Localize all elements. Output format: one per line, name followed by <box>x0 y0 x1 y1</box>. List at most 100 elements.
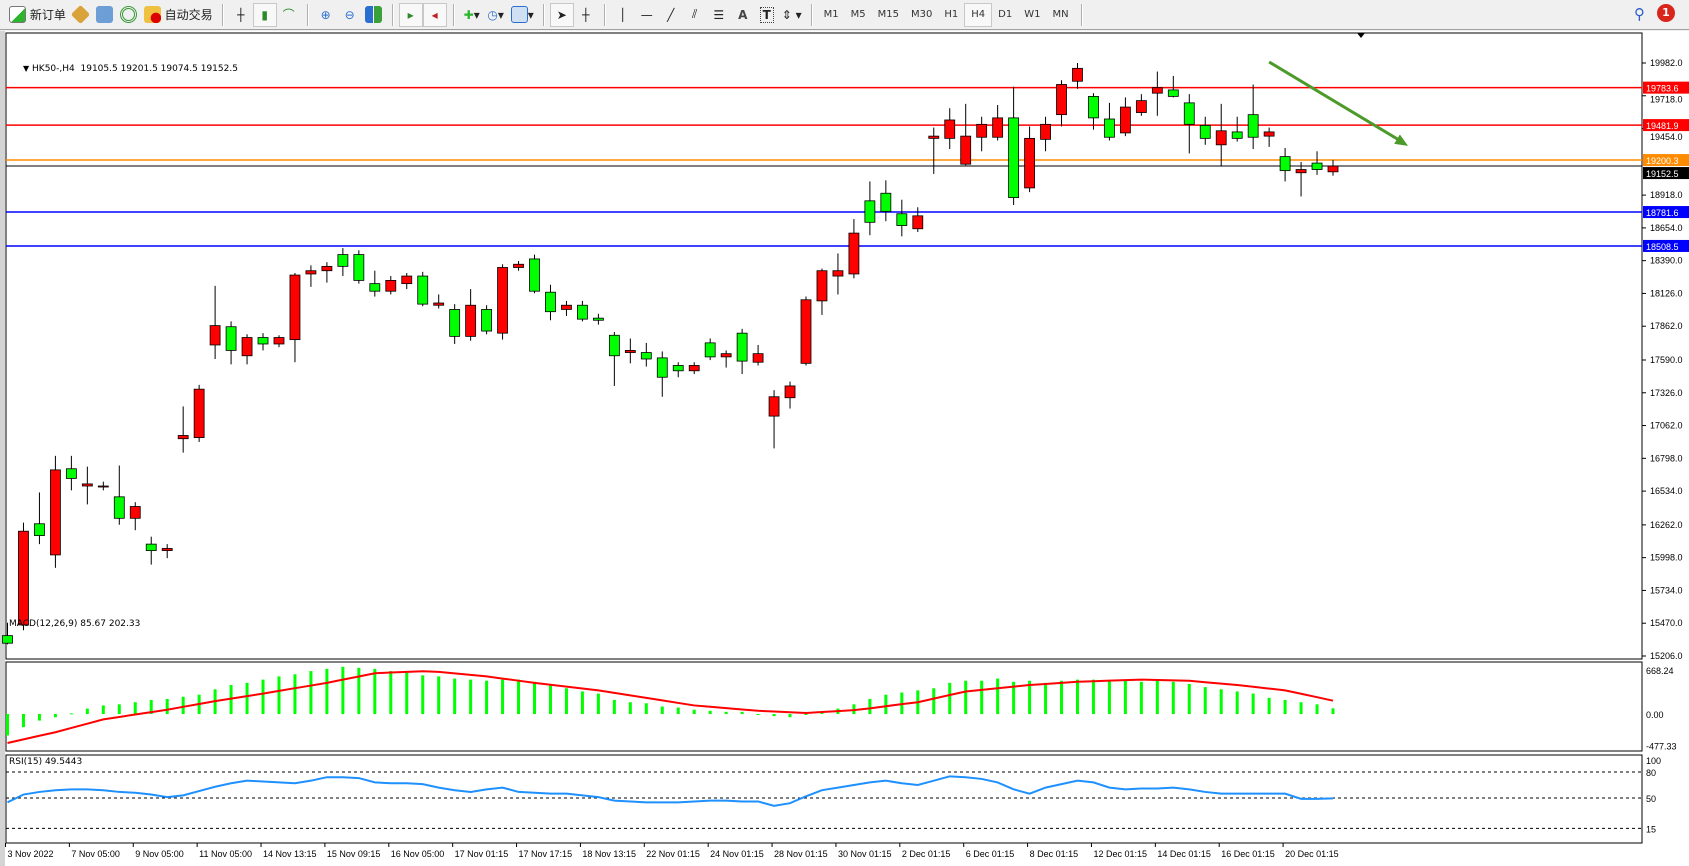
macd-histogram-bar <box>804 714 808 715</box>
time-label: 8 Dec 01:15 <box>1030 849 1079 859</box>
macd-histogram-bar <box>1028 680 1032 714</box>
candle-down <box>481 309 493 332</box>
macd-histogram-bar <box>6 714 9 736</box>
macd-histogram-bar <box>261 679 265 714</box>
price-line-tag <box>1643 119 1689 132</box>
horizontal-line-button[interactable]: — <box>635 3 659 27</box>
notifications-icon[interactable]: 1 <box>1657 4 1675 22</box>
text-label-icon: T <box>759 6 774 23</box>
time-label: 2 Dec 01:15 <box>902 849 951 859</box>
new-chart-button[interactable]: ✚ ▾ <box>463 7 480 22</box>
auto-trading-icon <box>143 6 161 23</box>
macd-histogram-bar <box>453 678 457 714</box>
timeframe-h4[interactable]: H4 <box>964 2 993 27</box>
text-button[interactable]: A <box>731 3 755 27</box>
candle-up <box>385 280 397 292</box>
current-price-tag <box>1643 167 1689 180</box>
new-order-icon <box>9 6 26 23</box>
macd-histogram-bar <box>181 696 185 714</box>
price-tick-label: 15734.0 <box>1650 585 1683 595</box>
macd-histogram-bar <box>1283 700 1287 714</box>
tile-windows-icon <box>365 6 383 23</box>
timeframe-m5[interactable]: M5 <box>850 9 866 20</box>
periods-button[interactable]: ◷ ▾ <box>487 7 504 22</box>
auto-trading-button[interactable]: 自动交易 <box>141 3 216 27</box>
candle-down <box>592 317 604 321</box>
candle-down <box>640 352 652 360</box>
vertical-line-button[interactable]: │ <box>611 3 635 27</box>
price-tick-label: 15470.0 <box>1650 618 1683 628</box>
navigator-button[interactable] <box>117 3 141 27</box>
rsi-label: RSI(15) 49.5443 <box>9 757 83 767</box>
price-tick-label: 18390.0 <box>1650 256 1683 266</box>
equidistant-channel-button[interactable]: ⫽ <box>683 3 707 27</box>
data-window-button[interactable] <box>93 3 117 27</box>
candle-down <box>353 254 365 281</box>
candle-up <box>784 385 796 399</box>
time-label: 17 Nov 17:15 <box>519 849 573 859</box>
candle-up <box>1120 106 1131 134</box>
arrows-button[interactable]: ⇕ ▾ <box>779 3 805 27</box>
tile-windows-button[interactable] <box>362 3 386 27</box>
macd-histogram-bar <box>740 711 744 714</box>
templates-icon <box>510 6 528 23</box>
time-label: 9 Nov 05:00 <box>135 849 184 859</box>
timeframe-w1[interactable]: W1 <box>1024 9 1041 20</box>
macd-histogram-bar <box>1123 680 1127 714</box>
search-icon[interactable]: ⚲ <box>1634 5 1645 23</box>
candle-down <box>608 334 620 357</box>
timeframe-mn[interactable]: MN <box>1052 9 1069 20</box>
templates-button[interactable]: ▾ <box>508 3 537 27</box>
timeframe-m15[interactable]: M15 <box>877 9 899 20</box>
candle-up <box>177 435 189 440</box>
timeframe-d1[interactable]: D1 <box>998 9 1013 20</box>
candle-up <box>129 506 141 519</box>
cursor-button[interactable]: ➤ <box>549 2 574 27</box>
chart-shift-button[interactable]: ◂ <box>422 2 447 27</box>
line-chart-button[interactable]: ⌒ <box>277 3 301 27</box>
macd-histogram-bar <box>884 694 888 714</box>
candle-up <box>433 302 445 306</box>
timeframe-h1[interactable]: H1 <box>944 9 959 20</box>
text-label-button[interactable]: T <box>755 3 779 27</box>
vertical-line-icon: │ <box>619 7 627 22</box>
candle-down <box>1279 156 1291 172</box>
time-label: 18 Nov 13:15 <box>582 849 636 859</box>
time-label: 14 Dec 01:15 <box>1157 849 1211 859</box>
new-order-button[interactable]: 新订单 <box>6 3 69 27</box>
candle-down <box>2 635 13 644</box>
chart-window[interactable]: ▼ HK50-,H4 19105.5 19201.5 19074.5 19152… <box>0 31 1689 866</box>
price-tick-label: 18654.0 <box>1650 223 1683 233</box>
candle-up <box>50 469 61 556</box>
trendline-button[interactable]: ╱ <box>659 3 683 27</box>
notification-count: 1 <box>1662 6 1670 19</box>
auto-scroll-button[interactable]: ▸ <box>398 2 423 27</box>
crosshair-button[interactable]: ┼ <box>574 3 598 27</box>
candle-up <box>513 263 524 268</box>
macd-histogram-bar <box>341 666 345 714</box>
price-tick-label: 17326.0 <box>1650 388 1683 398</box>
candle-down <box>113 496 125 519</box>
bar-chart-icon: ┼ <box>237 7 245 22</box>
fibonacci-button[interactable]: ☰ <box>707 3 731 27</box>
candle-up <box>928 135 940 139</box>
zoom-in-button[interactable]: ⊕ <box>314 3 338 27</box>
candle-up <box>944 119 956 139</box>
trend-arrow-line <box>1268 60 1403 144</box>
candle-up <box>720 353 732 358</box>
candle-down <box>34 523 45 536</box>
timeframe-m30[interactable]: M30 <box>910 9 933 20</box>
zoom-out-button[interactable]: ⊖ <box>338 3 362 27</box>
timeframe-m1[interactable]: M1 <box>823 9 839 20</box>
macd-histogram-bar <box>293 674 297 714</box>
macd-histogram-bar <box>788 714 792 718</box>
candlestick-button[interactable]: ▮ <box>252 2 277 27</box>
macd-histogram-bar <box>245 682 249 714</box>
candle-up <box>241 337 253 357</box>
macd-histogram-bar <box>1267 697 1271 714</box>
bar-chart-button[interactable]: ┼ <box>229 3 253 27</box>
candle-up <box>976 123 988 138</box>
equidistant-channel-icon: ⫽ <box>692 7 698 21</box>
macd-pane <box>5 661 1643 752</box>
